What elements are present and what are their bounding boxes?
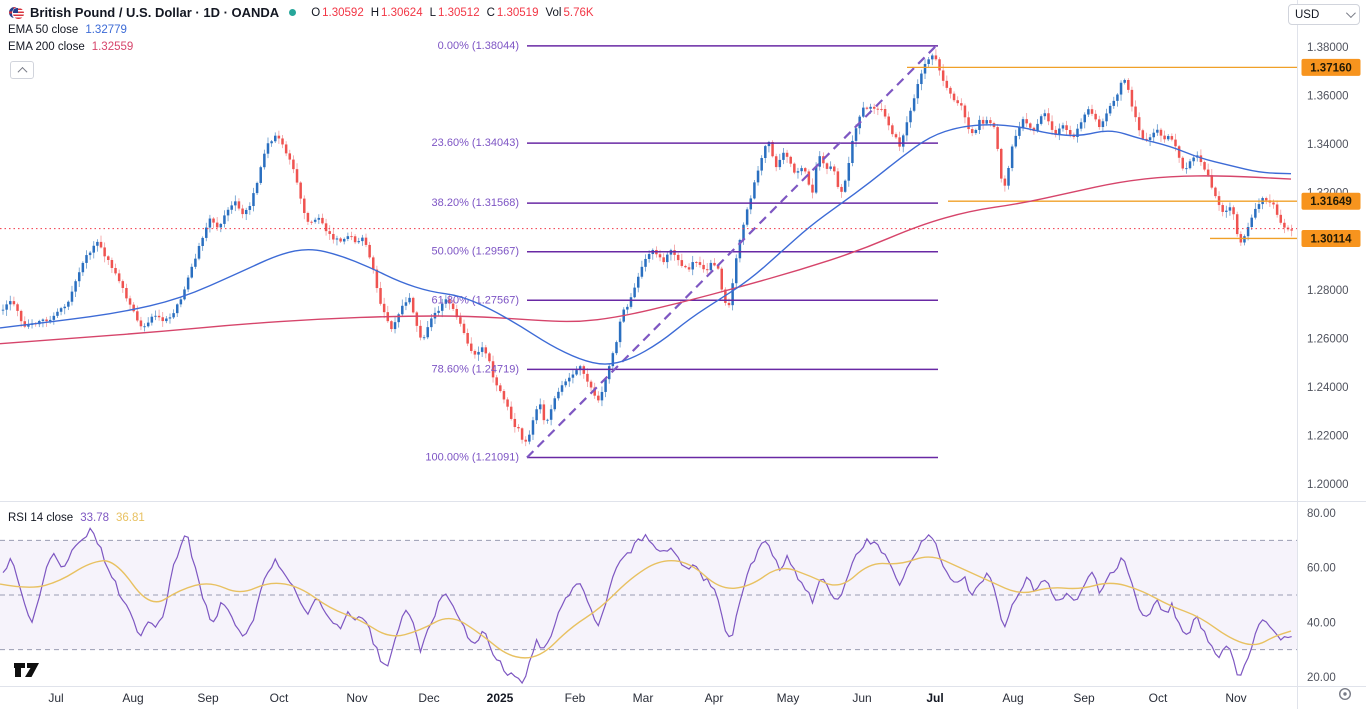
- time-axis-tick[interactable]: Nov: [1225, 691, 1246, 705]
- tradingview-logo-icon: [14, 663, 39, 677]
- time-axis-tick[interactable]: 2025: [487, 691, 514, 705]
- fib-level-label: 23.60% (1.34043): [432, 137, 519, 149]
- ema200-legend[interactable]: EMA 200 close 1.32559: [8, 38, 594, 55]
- rsi-line: [2, 527, 1292, 685]
- currency-unit-label: USD: [1295, 8, 1320, 21]
- candlestick-series[interactable]: [1, 49, 1293, 447]
- time-axis-tick[interactable]: Sep: [1073, 691, 1095, 705]
- fib-level-label: 50.00% (1.29567): [432, 246, 519, 258]
- fib-level-label: 100.00% (1.21091): [425, 452, 519, 464]
- symbol-title[interactable]: British Pound / U.S. Dollar · 1D · OANDA: [30, 5, 280, 20]
- rsi-legend[interactable]: RSI 14 close 33.78 36.81: [8, 509, 145, 526]
- ema200-value: 1.32559: [91, 40, 134, 53]
- ema50-label: EMA 50 close: [8, 23, 79, 36]
- time-axis-tick[interactable]: May: [777, 691, 800, 705]
- ema50-legend[interactable]: EMA 50 close 1.32779: [8, 21, 594, 38]
- time-axis-tick[interactable]: Jul: [926, 691, 943, 705]
- fib-level-label: 38.20% (1.31568): [432, 197, 519, 209]
- price-level-badge: [1301, 192, 1361, 210]
- price-axis-tick[interactable]: 1.36000: [1307, 91, 1349, 103]
- legend-collapse-button[interactable]: [10, 61, 34, 79]
- chevron-up-icon: [17, 66, 27, 77]
- price-level-badge: [1301, 58, 1361, 76]
- price-level-badge-text: 1.30114: [1311, 233, 1353, 245]
- fib-trend-dashed-line: [526, 45, 937, 459]
- chevron-down-icon: [1345, 8, 1356, 19]
- market-status-icon: [289, 9, 297, 16]
- ema200-label: EMA 200 close: [8, 40, 85, 53]
- circle-dot-icon: [1338, 687, 1352, 701]
- price-axis-tick[interactable]: 1.26000: [1307, 333, 1349, 345]
- symbol-row[interactable]: British Pound / U.S. Dollar · 1D · OANDA…: [8, 4, 594, 21]
- rsi-axis-tick[interactable]: 80.00: [1307, 508, 1336, 520]
- time-axis-tick[interactable]: Dec: [418, 691, 439, 705]
- time-axis-tick[interactable]: Oct: [1149, 691, 1168, 705]
- time-axis-tick[interactable]: Mar: [633, 691, 654, 705]
- time-axis-tick[interactable]: Sep: [197, 691, 219, 705]
- price-level-badge: [1301, 229, 1361, 247]
- price-level-badge-text: 1.37160: [1310, 62, 1352, 74]
- time-axis-tick[interactable]: Jun: [852, 691, 871, 705]
- gbpusd-flag-icon: [8, 5, 25, 20]
- price-axis-tick[interactable]: 1.34000: [1307, 139, 1349, 151]
- price-axis-tick[interactable]: 1.22000: [1307, 430, 1349, 442]
- time-axis-tick[interactable]: Aug: [122, 691, 143, 705]
- open-value: 1.30592: [322, 6, 364, 19]
- ohlc-values: O 1.30592 H 1.30624 L 1.30512 C 1.30519 Vol 5.76K: [311, 6, 594, 19]
- low-value: 1.30512: [438, 6, 480, 19]
- price-level-badge-text: 1.31649: [1310, 196, 1352, 208]
- time-axis-tick[interactable]: Nov: [346, 691, 367, 705]
- price-axis-tick[interactable]: 1.24000: [1307, 382, 1349, 394]
- price-axis-tick[interactable]: 1.28000: [1307, 285, 1349, 297]
- price-axis-tick[interactable]: 1.38000: [1307, 42, 1349, 54]
- tradingview-logo[interactable]: [14, 663, 40, 684]
- time-axis-tick[interactable]: Jul: [48, 691, 63, 705]
- ema200-line: [0, 175, 1292, 345]
- volume-value: 5.76K: [563, 6, 594, 19]
- chart-legend: British Pound / U.S. Dollar · 1D · OANDA…: [8, 4, 594, 55]
- ema50-value: 1.32779: [85, 23, 127, 36]
- time-axis-tick[interactable]: Aug: [1002, 691, 1023, 705]
- rsi-ma-value: 36.81: [115, 511, 145, 524]
- rsi-axis-tick[interactable]: 40.00: [1307, 617, 1336, 629]
- timezone-settings-button[interactable]: [1338, 687, 1352, 706]
- fib-level-label: 61.80% (1.27567): [432, 294, 519, 306]
- rsi-ma-line: [0, 556, 1292, 659]
- high-value: 1.30624: [381, 6, 423, 19]
- currency-unit-dropdown[interactable]: USD: [1288, 4, 1360, 25]
- close-value: 1.30519: [496, 6, 539, 19]
- rsi-value: 33.78: [80, 511, 109, 524]
- ema50-line: [0, 124, 1292, 365]
- rsi-label: RSI 14 close: [8, 511, 74, 524]
- fib-level-label: 78.60% (1.24719): [432, 363, 519, 375]
- time-axis-tick[interactable]: Feb: [565, 691, 586, 705]
- rsi-axis-tick[interactable]: 60.00: [1307, 563, 1336, 575]
- time-axis-tick[interactable]: Apr: [705, 691, 724, 705]
- time-axis-tick[interactable]: Oct: [270, 691, 289, 705]
- rsi-axis-tick[interactable]: 20.00: [1307, 672, 1336, 684]
- fib-level-label: 0.00% (1.38044): [438, 40, 519, 52]
- price-axis-tick[interactable]: 1.20000: [1307, 479, 1349, 491]
